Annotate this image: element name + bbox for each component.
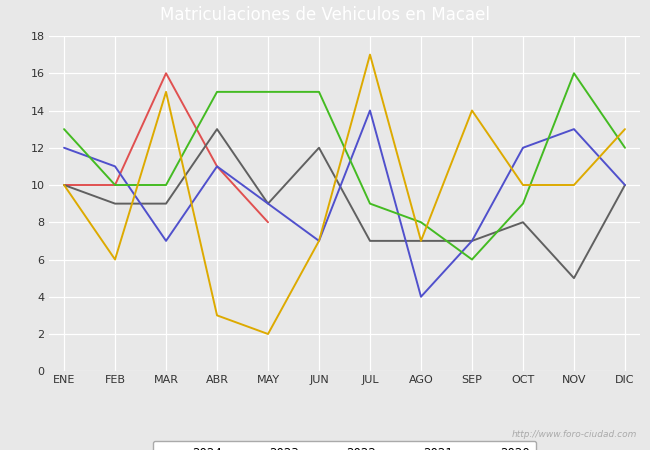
Text: Matriculaciones de Vehiculos en Macael: Matriculaciones de Vehiculos en Macael — [160, 6, 490, 24]
Legend: 2024, 2023, 2022, 2021, 2020: 2024, 2023, 2022, 2021, 2020 — [153, 441, 536, 450]
Text: http://www.foro-ciudad.com: http://www.foro-ciudad.com — [512, 430, 637, 439]
